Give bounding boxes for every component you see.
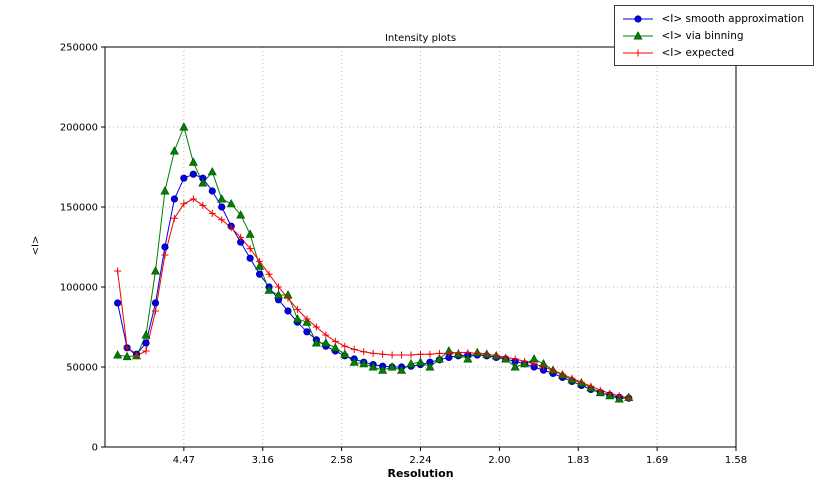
svg-text:1.69: 1.69 (646, 455, 668, 466)
svg-text:3.16: 3.16 (252, 455, 274, 466)
legend-label: <I> smooth approximation (661, 12, 804, 25)
triangle-marker-icon (623, 30, 654, 39)
plus-marker-icon (623, 49, 654, 56)
svg-text:0: 0 (92, 443, 98, 454)
x-axis-label: Resolution (387, 467, 454, 480)
legend-item-smooth: <I> smooth approximation (621, 11, 804, 26)
svg-text:4.47: 4.47 (173, 455, 195, 466)
svg-text:200000: 200000 (60, 123, 98, 134)
svg-text:2.24: 2.24 (409, 455, 431, 466)
circle-marker-icon (623, 14, 654, 23)
y-axis-label: <I> (30, 235, 42, 256)
svg-text:250000: 250000 (60, 43, 98, 54)
chart-title: Intensity plots (384, 33, 457, 44)
legend-item-expected: <I> expected (621, 45, 804, 60)
legend-item-binning: <I> via binning (621, 28, 804, 43)
svg-text:1.58: 1.58 (725, 455, 747, 466)
svg-text:1.83: 1.83 (567, 455, 589, 466)
svg-text:2.00: 2.00 (488, 455, 510, 466)
legend-label: <I> expected (661, 46, 735, 59)
legend: <I> smooth approximation <I> via binning… (614, 5, 814, 66)
svg-text:2.58: 2.58 (330, 455, 352, 466)
svg-text:100000: 100000 (60, 283, 98, 294)
svg-text:50000: 50000 (66, 363, 98, 374)
svg-text:150000: 150000 (60, 203, 98, 214)
legend-label: <I> via binning (661, 29, 744, 42)
